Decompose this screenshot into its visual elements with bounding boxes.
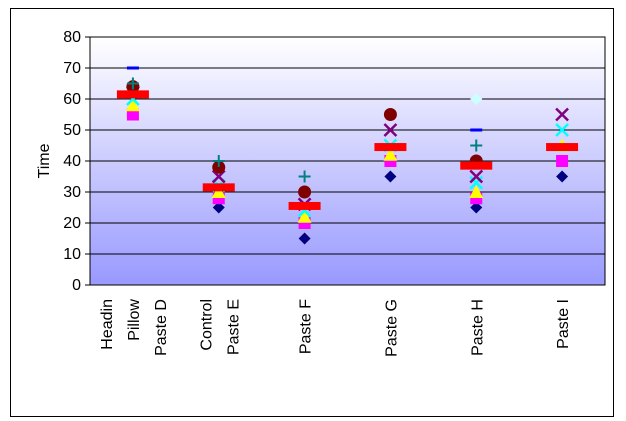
- data-point: [212, 160, 226, 174]
- x-axis-labels: Headin Pillow Paste D Control Paste E Paste F…: [99, 299, 572, 357]
- x-category-label: Paste I: [555, 299, 572, 349]
- data-point: [211, 169, 226, 184]
- data-point: [470, 139, 483, 152]
- data-point: [383, 147, 398, 161]
- x-category-label: Headin: [99, 299, 116, 350]
- mean-bar: [202, 183, 235, 192]
- y-axis: 0 10 20 30 40 50 60 70 80: [63, 29, 90, 294]
- data-point: [383, 123, 398, 137]
- mean-bar: [116, 90, 149, 99]
- y-tick-label: 40: [63, 153, 81, 170]
- data-point: [470, 201, 483, 214]
- y-tick-label: 60: [63, 91, 81, 108]
- data-point: [126, 108, 139, 121]
- y-tick-label: 50: [63, 122, 81, 139]
- chart-frame: 0 10 20 30 40 50 60 70 80 Headin Pillow Paste D Con…: [10, 8, 614, 417]
- mean-bar: [460, 161, 493, 170]
- data-point: [556, 170, 569, 183]
- y-tick-label: 20: [63, 215, 81, 232]
- data-point: [211, 185, 226, 198]
- data-point: [469, 175, 484, 190]
- data-point: [555, 123, 569, 137]
- mean-bar: [288, 201, 321, 210]
- y-tick-label: 30: [63, 184, 81, 201]
- data-point: [469, 185, 484, 198]
- data-point: [469, 169, 484, 184]
- grid-lines: [90, 67, 605, 255]
- y-tick-label: 70: [63, 60, 81, 77]
- data-point: [384, 170, 397, 183]
- y-axis-title: Time: [36, 143, 53, 178]
- data-point: [212, 155, 225, 167]
- y-tick-label: 0: [72, 277, 81, 294]
- data-point: [383, 108, 397, 121]
- data-point: [125, 98, 140, 112]
- data-point: [126, 77, 139, 90]
- mean-bars: [116, 90, 579, 210]
- data-point: [556, 155, 569, 167]
- data-point: [470, 93, 483, 105]
- x-category-label: Paste H: [469, 299, 486, 356]
- x-category-label: Control: [198, 299, 215, 351]
- mean-bar: [374, 143, 407, 152]
- data-point: [298, 170, 311, 183]
- data-point: [555, 107, 569, 122]
- x-category-label: Paste G: [383, 299, 400, 357]
- data-point: [212, 201, 225, 214]
- x-category-label: Paste E: [225, 299, 242, 355]
- x-category-label: Pillow: [126, 299, 143, 341]
- y-tick-label: 10: [63, 246, 81, 263]
- y-tick-label: 80: [63, 29, 81, 46]
- x-category-label: Paste F: [298, 299, 315, 354]
- x-category-label: Paste D: [153, 299, 170, 356]
- data-point: [298, 232, 311, 245]
- scatter-chart: 0 10 20 30 40 50 60 70 80 Headin Pillow Paste D Con…: [36, 29, 606, 357]
- mean-bar: [546, 143, 579, 152]
- data-point: [297, 209, 312, 223]
- data-point: [298, 185, 312, 199]
